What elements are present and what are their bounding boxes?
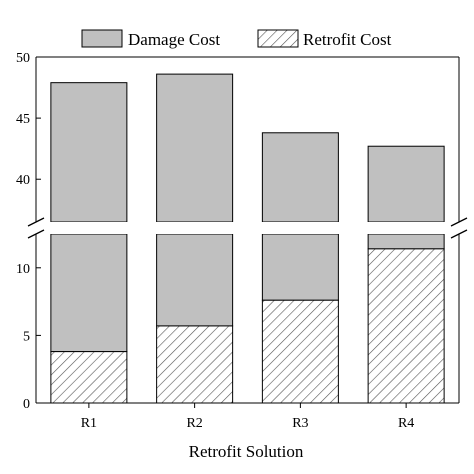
- axis-break-gap: [35, 222, 460, 234]
- axes-layer: R1 R2 R3 R4 0 5 10 40 45 50: [16, 51, 468, 431]
- y-tick-label: 0: [23, 397, 30, 412]
- bar-damage-upper: [50, 82, 128, 223]
- legend-label-retrofit: Retrofit Cost: [303, 30, 392, 49]
- bar-damage-upper: [156, 73, 234, 223]
- bar-retrofit: [156, 325, 234, 404]
- bar-retrofit: [50, 351, 128, 404]
- bars-layer: [35, 73, 460, 404]
- bar-damage-lower: [50, 233, 128, 353]
- bar-damage-lower: [261, 233, 339, 301]
- bar-retrofit: [367, 248, 445, 404]
- y-tick-label: 5: [23, 329, 30, 344]
- legend-swatch-retrofit: [257, 29, 299, 48]
- axis-break-mark: [450, 217, 468, 227]
- y-tick-label: 45: [16, 112, 30, 127]
- axis-break-mark: [27, 217, 45, 227]
- y-tick-label: 50: [16, 51, 30, 66]
- x-tick-label: R1: [81, 416, 97, 431]
- axis-break-mark: [450, 229, 468, 239]
- legend-label-damage: Damage Cost: [128, 30, 220, 49]
- bar-damage-upper: [261, 132, 339, 223]
- x-tick-label: R2: [186, 416, 202, 431]
- axis-break-mark: [27, 229, 45, 239]
- bar-damage-upper: [367, 145, 445, 223]
- legend: Damage Cost Retrofit Cost: [81, 29, 392, 49]
- y-tick-label: 10: [16, 262, 30, 277]
- bar-damage-lower: [156, 233, 234, 327]
- bar-retrofit: [261, 299, 339, 404]
- legend-swatch-damage: [81, 29, 123, 48]
- x-axis-title: Retrofit Solution: [189, 442, 304, 461]
- x-tick-label: R3: [292, 416, 308, 431]
- x-tick-label: R4: [398, 416, 414, 431]
- y-tick-label: 40: [16, 173, 30, 188]
- bar-damage-lower: [367, 233, 445, 250]
